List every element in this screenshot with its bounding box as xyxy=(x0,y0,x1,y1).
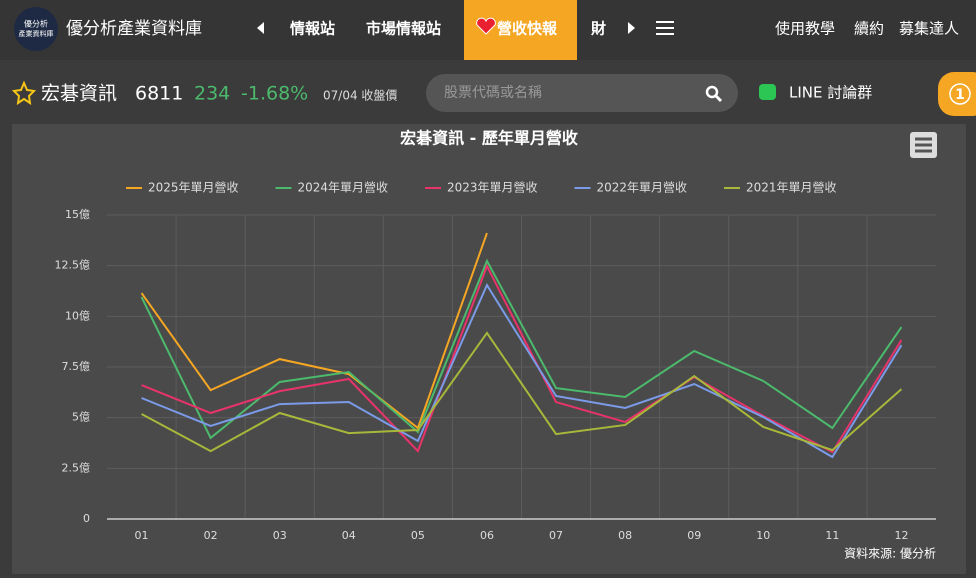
search-icon[interactable] xyxy=(705,85,719,99)
series-line xyxy=(141,331,903,453)
x-tick-label: 12 xyxy=(894,529,908,542)
chart-panel xyxy=(12,124,966,574)
link[interactable]: 使用教學 xyxy=(775,20,835,38)
search-icon xyxy=(714,94,723,103)
x-tick-label: 05 xyxy=(411,529,425,542)
line-group[interactable]: LINE 討論群 xyxy=(789,84,872,102)
series-line xyxy=(140,258,903,440)
x-tick-label: 06 xyxy=(480,529,494,542)
chart-title: 宏碁資訊 - 歷年單月營收 xyxy=(400,129,578,148)
series-line xyxy=(141,263,903,454)
legend-label: 2021年單月營收 xyxy=(746,181,837,195)
x-tick-label: 10 xyxy=(756,529,770,542)
stock-change: -1.68% xyxy=(241,83,308,105)
badge-text: 1 xyxy=(955,87,965,103)
stock-price: 234 xyxy=(194,83,230,105)
badge[interactable] xyxy=(938,72,976,116)
chart-source: 資料來源: 優分析 xyxy=(844,547,936,561)
y-tick-label: 7.5億 xyxy=(62,360,91,373)
nav-item[interactable]: 市場情報站 xyxy=(366,20,441,38)
link[interactable]: 續約 xyxy=(854,20,884,38)
stock-code: 6811 xyxy=(135,83,183,105)
x-tick-label: 04 xyxy=(342,529,356,542)
nav-next[interactable] xyxy=(628,22,635,34)
y-tick-label: 5億 xyxy=(72,411,90,424)
line-icon xyxy=(759,84,776,100)
logo-text: 產業資料庫 xyxy=(19,29,54,38)
favorite-star[interactable] xyxy=(11,80,37,106)
brand[interactable]: 優分析產業資料庫 xyxy=(66,19,202,39)
x-tick-label: 11 xyxy=(825,529,839,542)
logo[interactable] xyxy=(14,7,58,51)
nav-prev[interactable] xyxy=(257,22,264,34)
x-tick-label: 07 xyxy=(549,529,563,542)
x-tick-label: 03 xyxy=(273,529,287,542)
y-tick-label: 12.5億 xyxy=(55,259,91,272)
y-tick-label: 15億 xyxy=(65,208,90,221)
y-tick-label: 2.5億 xyxy=(62,461,91,474)
badge-ring xyxy=(949,83,971,105)
series-line xyxy=(140,232,488,430)
logo-text: 優分析 xyxy=(24,19,48,29)
nav-item[interactable]: 情報站 xyxy=(290,20,335,38)
search-box[interactable] xyxy=(426,74,738,112)
x-tick-label: 08 xyxy=(618,529,632,542)
heart-icon xyxy=(476,17,496,35)
y-tick-label: 10億 xyxy=(65,309,90,322)
legend-label: 2022年單月營收 xyxy=(597,181,688,195)
nav-item[interactable]: 財 xyxy=(590,20,606,38)
legend-label: 2023年單月營收 xyxy=(447,181,538,195)
legend-label: 2025年單月營收 xyxy=(148,181,239,195)
x-tick-label: 01 xyxy=(135,529,149,542)
link[interactable]: 募集達人 xyxy=(899,20,959,38)
x-tick-label: 09 xyxy=(687,529,701,542)
series-line xyxy=(141,282,903,459)
menu-icon[interactable] xyxy=(656,21,674,35)
stock-date: 07/04 收盤價 xyxy=(323,89,397,103)
nav-item[interactable]: 營收快報 xyxy=(497,20,558,38)
stock-name: 宏碁資訊 xyxy=(41,83,117,105)
search-placeholder: 股票代碼或名稱 xyxy=(444,85,542,101)
y-tick-label: 0 xyxy=(83,512,90,525)
legend-label: 2024年單月營收 xyxy=(298,181,389,195)
chart-menu-icon xyxy=(915,137,932,153)
x-tick-label: 02 xyxy=(204,529,218,542)
